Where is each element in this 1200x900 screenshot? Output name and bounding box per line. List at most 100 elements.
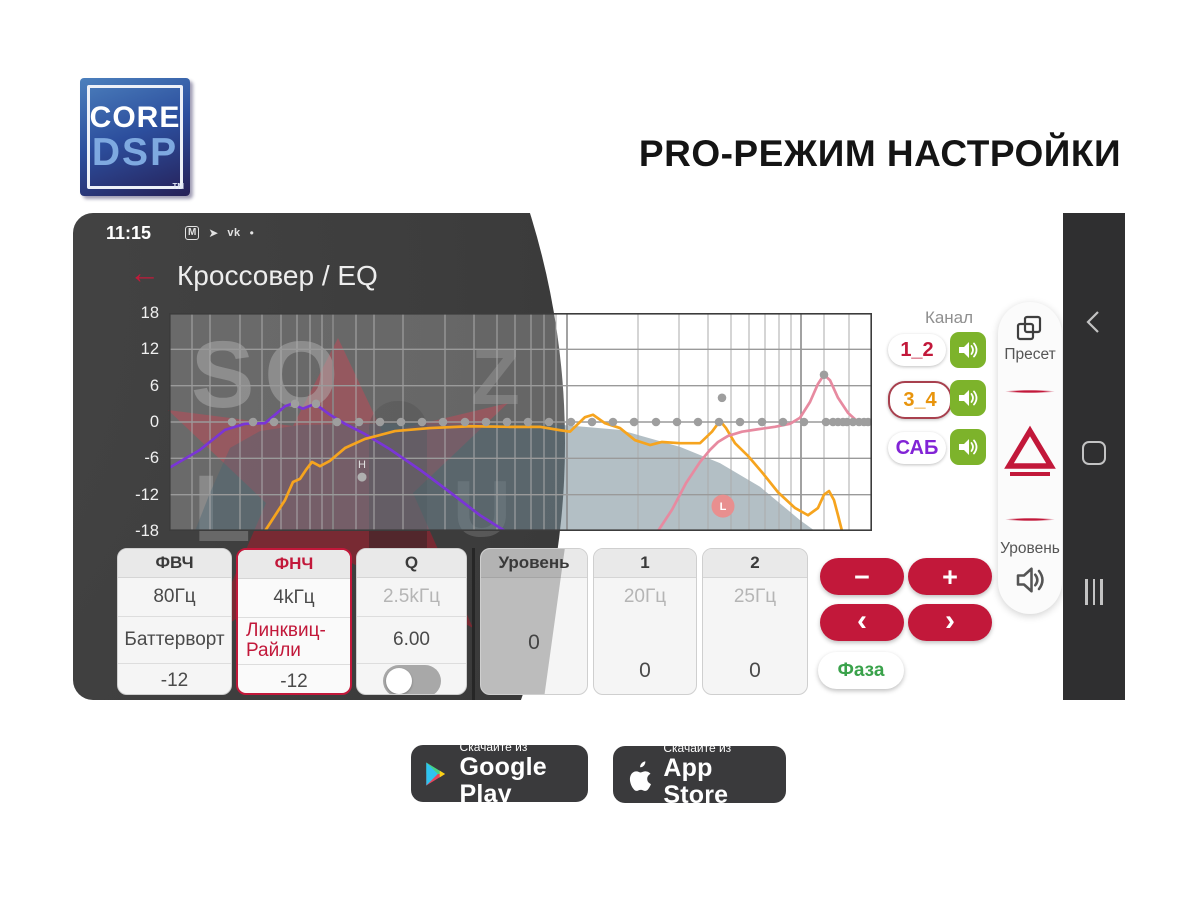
previous-button[interactable]: ‹ (820, 604, 904, 641)
app-store-badge[interactable]: Скачайте из App Store (613, 741, 786, 808)
badge-title: Google Play (459, 752, 547, 808)
logo-trademark: TM (172, 182, 184, 191)
nav-back-button[interactable] (1063, 309, 1125, 335)
channel-button-1-2[interactable]: 1_2 (888, 334, 946, 366)
q-toggle-row (357, 663, 466, 694)
divider (1005, 518, 1055, 521)
status-icons: M ➤ vk • (185, 226, 254, 240)
card-band-2-header: 2 (703, 549, 807, 578)
badge-title: App Store (663, 753, 729, 809)
google-play-badge[interactable]: Скачайте из Google Play (411, 740, 588, 807)
card-level: Уровень 0 (480, 548, 588, 695)
level-label: Уровень (1000, 540, 1060, 557)
toggle-knob (385, 667, 412, 694)
gmail-icon: M (185, 226, 200, 240)
nav-home-button[interactable] (1063, 441, 1125, 465)
lpf-filter-type-text: Линквиц-Райли (246, 620, 326, 661)
y-tick-label: 0 (149, 413, 159, 431)
band-2-frequency[interactable]: 25Гц (733, 586, 777, 607)
chevron-left-icon: ‹ (857, 603, 867, 637)
nav-home-icon (1082, 441, 1106, 465)
level-value[interactable]: 0 (528, 631, 540, 654)
lpf-filter-type-value[interactable]: Линквиц-Райли (238, 617, 350, 664)
speaker-outline-icon (1016, 567, 1044, 593)
q-value[interactable]: 6.00 (357, 616, 466, 663)
band-1-frequency[interactable]: 20Гц (623, 586, 667, 607)
preset-label[interactable]: Пресет (1004, 346, 1056, 363)
eq-frequency-response-plot[interactable]: HL (169, 313, 872, 531)
mute-button-3-4[interactable] (950, 380, 986, 416)
hpf-slope-value[interactable]: -12 (118, 663, 231, 694)
plus-icon: + (942, 561, 958, 592)
y-tick-label: -6 (144, 449, 159, 468)
card-lpf: ФНЧ 4kГц Линквиц-Райли -12 (236, 548, 352, 695)
badge-subtitle: Скачайте из (459, 739, 528, 754)
decrease-button[interactable]: − (820, 558, 904, 595)
triangle-logo-icon (1004, 425, 1056, 476)
nav-recents-button[interactable] (1063, 579, 1125, 605)
band-1-gain[interactable]: 0 (639, 659, 651, 682)
logo-frame: CORE DSP (87, 85, 183, 189)
hpf-frequency-value[interactable]: 80Гц (153, 586, 196, 607)
card-band-2: 2 25Гц 0 (702, 548, 808, 695)
mute-button-sub[interactable] (950, 429, 986, 465)
card-hpf: ФВЧ 80Гц Баттерворт -12 (117, 548, 232, 695)
speaker-icon (959, 439, 978, 455)
y-tick-label: 6 (149, 376, 159, 395)
minus-icon: − (854, 561, 870, 592)
increase-button[interactable]: + (908, 558, 992, 595)
chevron-right-icon: › (945, 603, 955, 637)
status-time: 11:15 (106, 223, 152, 243)
card-level-header: Уровень (481, 549, 587, 578)
android-nav-bar (1063, 213, 1125, 700)
eq-y-axis-labels: 18 12 6 0 -6 -12 -18 (109, 304, 159, 540)
screen-title: Кроссовер / EQ (177, 260, 378, 291)
speaker-icon (959, 390, 978, 406)
card-lpf-header: ФНЧ (238, 550, 350, 579)
card-band-1-header: 1 (594, 549, 696, 578)
band-2-gain[interactable]: 0 (749, 659, 761, 682)
speaker-icon (959, 342, 978, 358)
divider (1005, 390, 1055, 393)
channel-button-3-4[interactable]: 3_4 (888, 381, 952, 419)
badge-subtitle: Скачайте из (663, 740, 732, 755)
vk-icon: vk (227, 227, 241, 239)
channel-section-label: Канал (924, 308, 974, 327)
telegram-icon: ➤ (208, 226, 219, 240)
lpf-slope-value[interactable]: -12 (238, 664, 350, 693)
q-toggle-switch[interactable] (382, 664, 441, 694)
brand-triangle-button[interactable] (998, 424, 1062, 480)
level-button[interactable] (998, 562, 1062, 598)
page-title: PRO-РЕЖИМ НАСТРОЙКИ (638, 133, 1122, 174)
side-panel: Пресет Уровень (998, 302, 1062, 614)
back-arrow-icon[interactable]: ← (129, 255, 160, 290)
card-q-header: Q (357, 549, 466, 578)
y-tick-label: -12 (135, 485, 159, 504)
preset-button[interactable] (998, 314, 1062, 344)
card-hpf-header: ФВЧ (118, 549, 231, 578)
y-tick-label: -18 (135, 522, 159, 540)
q-frequency-value[interactable]: 2.5kГц (382, 586, 441, 607)
phone-screenshot: SO L U Z 11:15 M ➤ vk • ← Кроссовер / EQ… (73, 213, 1125, 700)
notification-dot-icon: • (249, 226, 254, 240)
next-button[interactable]: › (908, 604, 992, 641)
svg-text:L: L (720, 501, 727, 513)
nav-recents-icon (1085, 579, 1103, 605)
google-play-icon (426, 762, 446, 785)
nav-back-icon (1086, 311, 1099, 333)
logo-text-core: CORE (89, 101, 181, 134)
svg-text:H: H (358, 459, 366, 471)
card-band-1: 1 20Гц 0 (593, 548, 697, 695)
mute-button-1-2[interactable] (950, 332, 986, 368)
channel-button-sub[interactable]: САБ (888, 432, 946, 464)
hpf-filter-type-value[interactable]: Баттерворт (118, 616, 231, 663)
apple-icon (629, 760, 651, 791)
lpf-frequency-value[interactable]: 4kГц (273, 587, 315, 608)
core-dsp-logo: CORE DSP TM (80, 78, 190, 196)
phase-button[interactable]: Фаза (818, 652, 904, 689)
y-tick-label: 18 (140, 304, 159, 322)
card-q: Q 2.5kГц 6.00 (356, 548, 467, 695)
y-tick-label: 12 (140, 340, 159, 359)
layers-icon (1016, 315, 1042, 341)
